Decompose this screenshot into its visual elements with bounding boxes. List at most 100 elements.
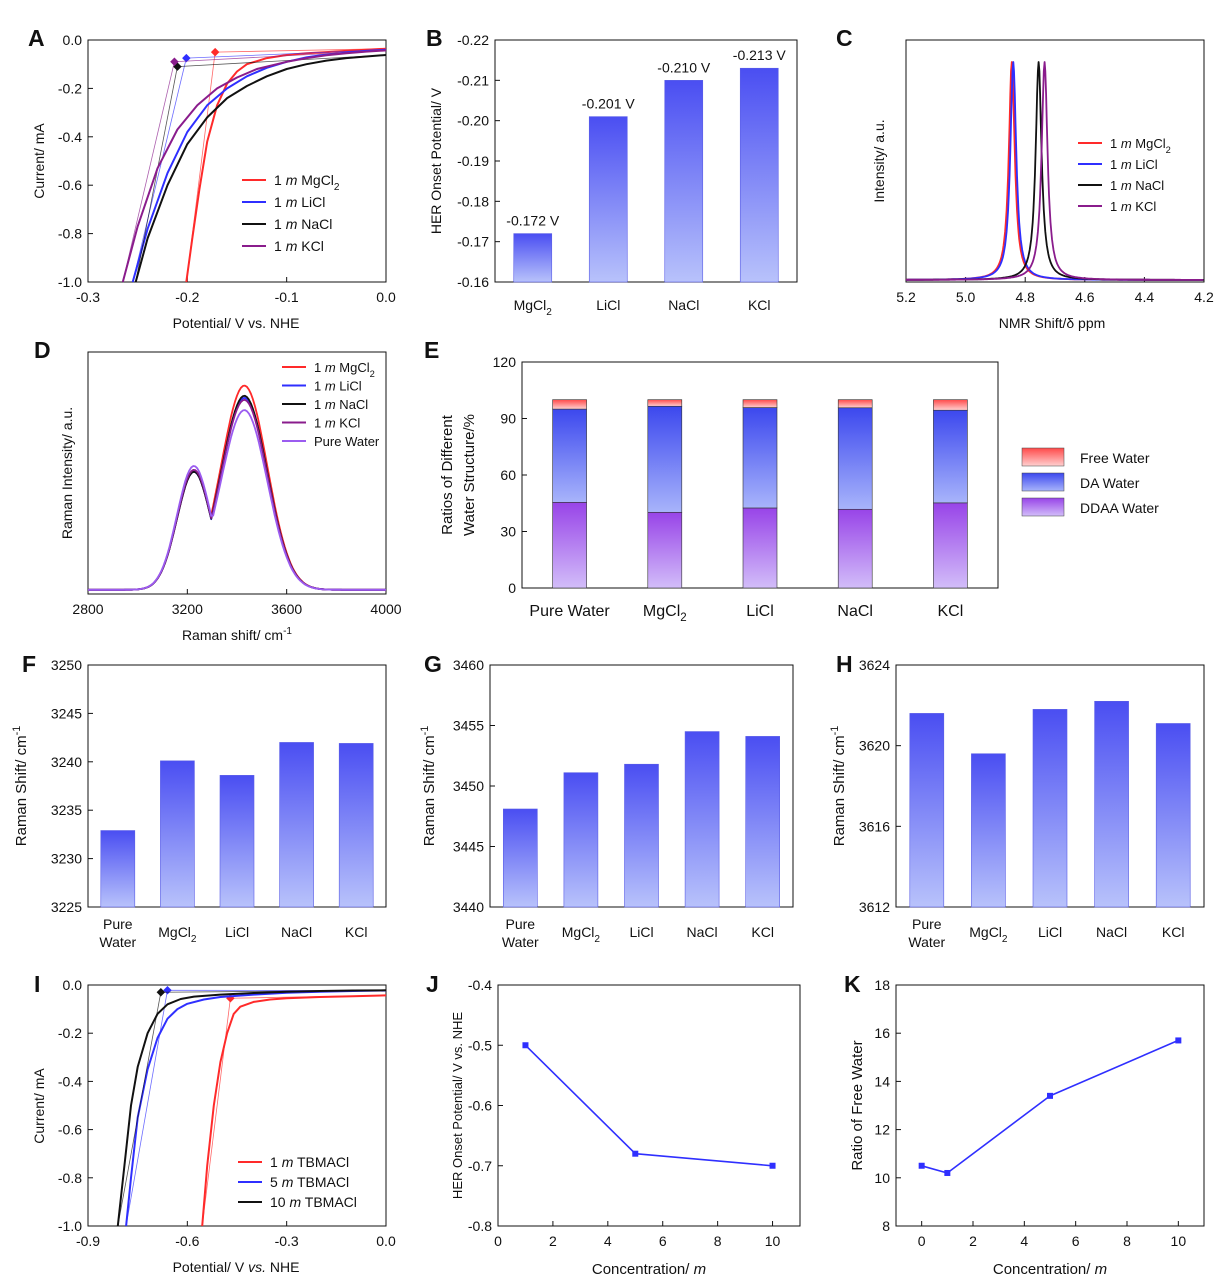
panel-D-legend-entry: Pure Water — [314, 434, 380, 449]
panel-K-data-point — [918, 1162, 925, 1169]
panel-J-data-point — [522, 1042, 529, 1049]
panel-B-ylabel: HER Onset Potential/ V — [428, 87, 444, 234]
panel-E-bar-segment — [933, 409, 968, 504]
panel-K-ylabel: Ratio of Free Water — [849, 1040, 866, 1170]
panel-I-series-1 — [125, 989, 387, 1227]
panel-E-bar-segment — [742, 407, 778, 509]
panel-K-xtick-label: 4 — [1020, 1233, 1028, 1249]
panel-K-series-line — [921, 1039, 1179, 1174]
panel-H-ytick-label: 3624 — [859, 657, 890, 673]
panel-A-series-3 — [121, 49, 387, 283]
panel-I-ytick-label: -0.6 — [58, 1122, 82, 1138]
panel-I-series-2-onset-marker — [156, 987, 166, 997]
panel-A-series-2-tangent — [135, 66, 178, 283]
panel-D-xtick-label: 4000 — [370, 601, 401, 617]
panel-I-series-0-tangent — [201, 998, 231, 1227]
panel-E-category: KCl — [938, 603, 964, 620]
panel-A-series-0-tangent — [185, 52, 216, 283]
panel-C-xtick-label: 4.8 — [1015, 289, 1035, 305]
panel-I-series-1-tangent — [125, 990, 168, 1227]
panel-E-ytick-label: 0 — [508, 580, 516, 596]
panel-G-ytick-label: 3440 — [453, 899, 484, 915]
panel-E-category: NaCl — [837, 603, 873, 620]
panel-H-category: Water — [908, 934, 945, 950]
panel-D-series-4 — [88, 409, 386, 591]
panel-label-F: F — [22, 651, 36, 677]
panel-K-xtick-label: 10 — [1171, 1233, 1187, 1249]
panel-J-frame — [497, 984, 801, 1227]
panel-G-ytick-label: 3460 — [453, 657, 484, 673]
panel-F-category: MgCl2 — [158, 924, 197, 945]
panel-E-bar-segment — [552, 502, 587, 589]
panel-C-xtick-label: 5.0 — [956, 289, 976, 305]
panel-I-frame — [87, 984, 387, 1227]
panel-B-category: KCl — [748, 297, 771, 313]
panel-H-category: Pure — [912, 916, 942, 932]
panel-F-ytick-label: 3240 — [51, 754, 82, 770]
panel-I-series-2-baseline — [160, 989, 387, 993]
panel-E-legend-swatch — [1021, 472, 1065, 492]
panel-K-ytick-label: 18 — [874, 977, 890, 993]
panel-F-category: LiCl — [225, 924, 249, 940]
panel-E-legend-swatch — [1021, 497, 1065, 517]
panel-G-bar — [624, 763, 659, 908]
panel-label-I: I — [34, 971, 40, 997]
panel-I-ytick-label: 0.0 — [63, 977, 83, 993]
panel-J-xtick-label: 2 — [549, 1233, 557, 1249]
panel-G-ytick-label: 3445 — [453, 839, 484, 855]
panel-A-series-2 — [134, 54, 387, 283]
panel-A-ytick-label: -0.2 — [58, 80, 82, 96]
panel-J-xtick-label: 10 — [765, 1233, 781, 1249]
panel-J-xlabel: Concentration/ m — [592, 1261, 706, 1278]
panel-I-ylabel: Current/ mA — [31, 1068, 47, 1144]
panel-H-bar — [1155, 723, 1191, 908]
panel-J-ytick-label: -0.8 — [468, 1218, 492, 1234]
panel-I-series-0-baseline — [230, 994, 387, 999]
panel-B-bar — [588, 116, 628, 283]
panel-J-ytick-label: -0.4 — [468, 977, 492, 993]
panel-F-ytick-label: 3235 — [51, 802, 82, 818]
panel-K-ytick-label: 14 — [874, 1073, 890, 1089]
panel-K-data-point — [944, 1169, 951, 1176]
panel-A-series-0-baseline — [215, 48, 387, 53]
panel-I-xtick-label: 0.0 — [376, 1233, 396, 1249]
panel-B-ytick-label: -0.18 — [457, 193, 489, 209]
panel-A-legend-entry: 1 m MgCl2 — [274, 172, 340, 193]
panel-H-category: MgCl2 — [969, 924, 1008, 945]
panel-G-category: Pure — [506, 916, 536, 932]
panel-G-category: NaCl — [687, 924, 718, 940]
panel-G-category: LiCl — [629, 924, 653, 940]
panel-B-bar — [513, 233, 553, 283]
panel-I-ytick-label: -0.8 — [58, 1170, 82, 1186]
panel-D-frame — [87, 351, 387, 595]
panel-G-bar — [563, 772, 599, 908]
panel-A-series-3-tangent — [122, 61, 175, 283]
panel-I-ytick-label: -1.0 — [58, 1218, 82, 1234]
panel-J-ylabel: HER Onset Potential/ V vs. NHE — [450, 1012, 465, 1199]
panel-H-category: NaCl — [1096, 924, 1127, 940]
panel-E-legend-entry: DA Water — [1080, 475, 1140, 491]
panel-E-bar-segment — [647, 399, 683, 407]
panel-H-bar — [909, 713, 945, 908]
panel-label-K: K — [844, 971, 861, 997]
panel-E-ytick-label: 30 — [500, 524, 516, 540]
panel-E-bar-segment — [742, 399, 778, 408]
panel-G-bar — [502, 808, 538, 908]
panel-A-series-1-baseline — [186, 49, 387, 59]
panel-C-xtick-label: 4.2 — [1194, 289, 1214, 305]
panel-E-bar-segment — [837, 407, 873, 510]
panel-I-ytick-label: -0.2 — [58, 1025, 82, 1041]
panel-B-bar — [739, 67, 779, 283]
panel-I-series-2-tangent — [117, 992, 162, 1227]
panel-D-xtick-label: 3200 — [172, 601, 203, 617]
panel-H-bar — [971, 753, 1006, 908]
panel-I-xtick-label: -0.3 — [275, 1233, 299, 1249]
panel-C-xtick-label: 5.2 — [896, 289, 916, 305]
panel-E-bar-segment — [742, 507, 778, 589]
panel-A-series-0-onset-marker — [210, 47, 220, 57]
panel-E-bar-segment — [837, 508, 873, 589]
panel-K-ytick-label: 8 — [882, 1218, 890, 1234]
panel-H-ylabel: Raman Shift/ cm-1 — [829, 726, 848, 846]
panel-B-category: MgCl2 — [514, 297, 553, 318]
panel-B-data-label: -0.210 V — [657, 59, 711, 75]
